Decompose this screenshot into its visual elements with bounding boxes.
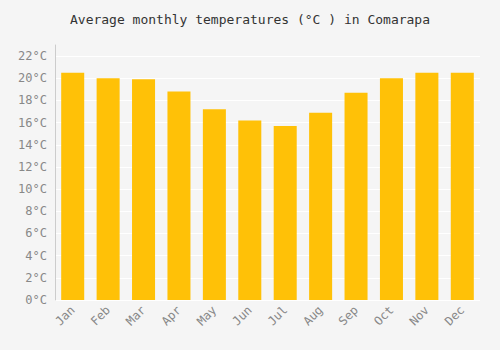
svg-text:12°C: 12°C <box>18 160 47 174</box>
svg-text:16°C: 16°C <box>18 116 47 130</box>
svg-text:20°C: 20°C <box>18 71 47 85</box>
svg-text:Jun: Jun <box>230 303 255 328</box>
svg-text:Jul: Jul <box>265 303 290 328</box>
svg-text:2°C: 2°C <box>25 271 47 285</box>
svg-text:May: May <box>194 303 219 328</box>
svg-text:Feb: Feb <box>88 303 113 328</box>
svg-text:Dec: Dec <box>442 303 467 328</box>
svg-text:Average monthly temperatures (: Average monthly temperatures (°C ) in Co… <box>70 12 430 27</box>
svg-text:14°C: 14°C <box>18 138 47 152</box>
svg-text:Sep: Sep <box>336 303 361 328</box>
svg-text:Oct: Oct <box>371 303 396 328</box>
svg-text:0°C: 0°C <box>25 293 47 307</box>
svg-text:10°C: 10°C <box>18 182 47 196</box>
svg-text:4°C: 4°C <box>25 249 47 263</box>
svg-text:22°C: 22°C <box>18 49 47 63</box>
svg-text:Apr: Apr <box>159 303 184 328</box>
svg-text:Nov: Nov <box>407 303 432 328</box>
svg-text:Aug: Aug <box>300 303 325 328</box>
svg-text:Jan: Jan <box>52 303 77 328</box>
svg-text:8°C: 8°C <box>25 204 47 218</box>
svg-text:6°C: 6°C <box>25 226 47 240</box>
svg-text:18°C: 18°C <box>18 93 47 107</box>
svg-text:Mar: Mar <box>123 303 148 328</box>
